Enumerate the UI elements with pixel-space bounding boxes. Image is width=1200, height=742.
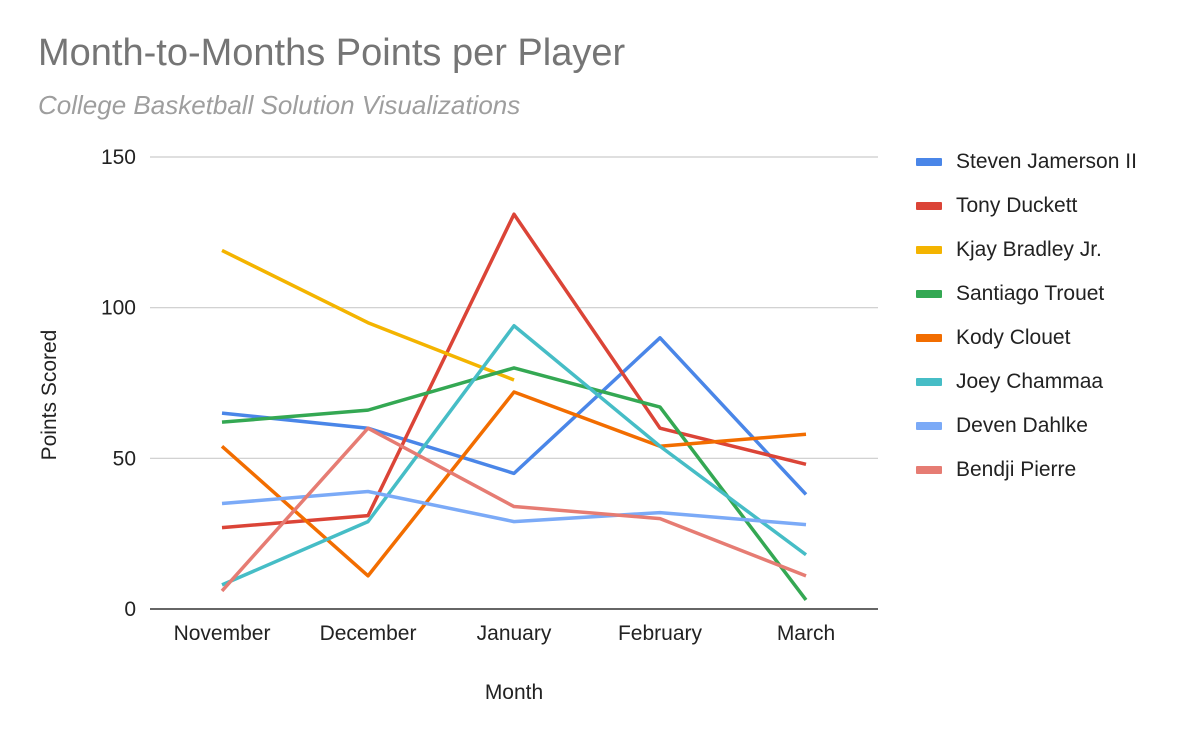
y-tick-label: 150	[101, 146, 136, 169]
legend-label: Bendji Pierre	[956, 458, 1077, 481]
x-axis-label: Month	[485, 681, 543, 704]
legend-label: Santiago Trouet	[956, 282, 1105, 305]
legend-swatch	[916, 334, 942, 342]
y-axis-label: Points Scored	[38, 330, 61, 461]
legend-swatch	[916, 158, 942, 166]
series-line-3	[221, 366, 808, 602]
series-line-0	[221, 336, 808, 496]
legend-item: Bendji Pierre	[916, 448, 1137, 492]
chart-subtitle: College Basketball Solution Visualizatio…	[38, 90, 521, 120]
legend-item: Kjay Bradley Jr.	[916, 228, 1137, 272]
x-axis-ticks: November December January February March	[174, 622, 836, 645]
y-tick-label: 0	[124, 598, 136, 621]
legend-item: Steven Jamerson II	[916, 140, 1137, 184]
x-tick-label: January	[477, 622, 552, 645]
legend-label: Tony Duckett	[956, 194, 1078, 217]
x-tick-label: November	[174, 622, 271, 645]
x-tick-label: March	[777, 622, 835, 645]
legend-item: Joey Chammaa	[916, 360, 1137, 404]
chart-title: Month-to-Months Points per Player	[38, 32, 626, 74]
legend-label: Kody Clouet	[956, 326, 1071, 349]
legend-item: Kody Clouet	[916, 316, 1137, 360]
series-line-7	[220, 426, 807, 593]
legend-swatch	[916, 202, 942, 210]
series-line-1	[221, 212, 807, 530]
series-line-2	[221, 248, 515, 382]
legend-swatch	[916, 466, 942, 474]
legend-swatch	[916, 290, 942, 298]
legend-label: Joey Chammaa	[956, 370, 1104, 393]
legend-item: Deven Dahlke	[916, 404, 1137, 448]
y-tick-label: 50	[113, 447, 136, 470]
y-tick-label: 100	[101, 297, 136, 320]
legend-swatch	[916, 422, 942, 430]
series-line-6	[221, 489, 807, 527]
gridlines	[150, 156, 878, 459]
series-line-4	[220, 390, 807, 578]
legend-swatch	[916, 378, 942, 386]
legend-swatch	[916, 246, 942, 254]
series-line-5	[221, 323, 808, 587]
legend: Steven Jamerson II Tony Duckett Kjay Bradl…	[916, 140, 1137, 492]
legend-label: Deven Dahlke	[956, 414, 1088, 437]
x-tick-label: December	[320, 622, 417, 645]
legend-label: Steven Jamerson II	[956, 150, 1137, 173]
legend-item: Santiago Trouet	[916, 272, 1137, 316]
legend-label: Kjay Bradley Jr.	[956, 238, 1102, 261]
series-lines	[220, 212, 808, 602]
x-tick-label: February	[618, 622, 703, 645]
legend-item: Tony Duckett	[916, 184, 1137, 228]
y-axis-ticks: 0 50 100 150	[101, 146, 136, 621]
